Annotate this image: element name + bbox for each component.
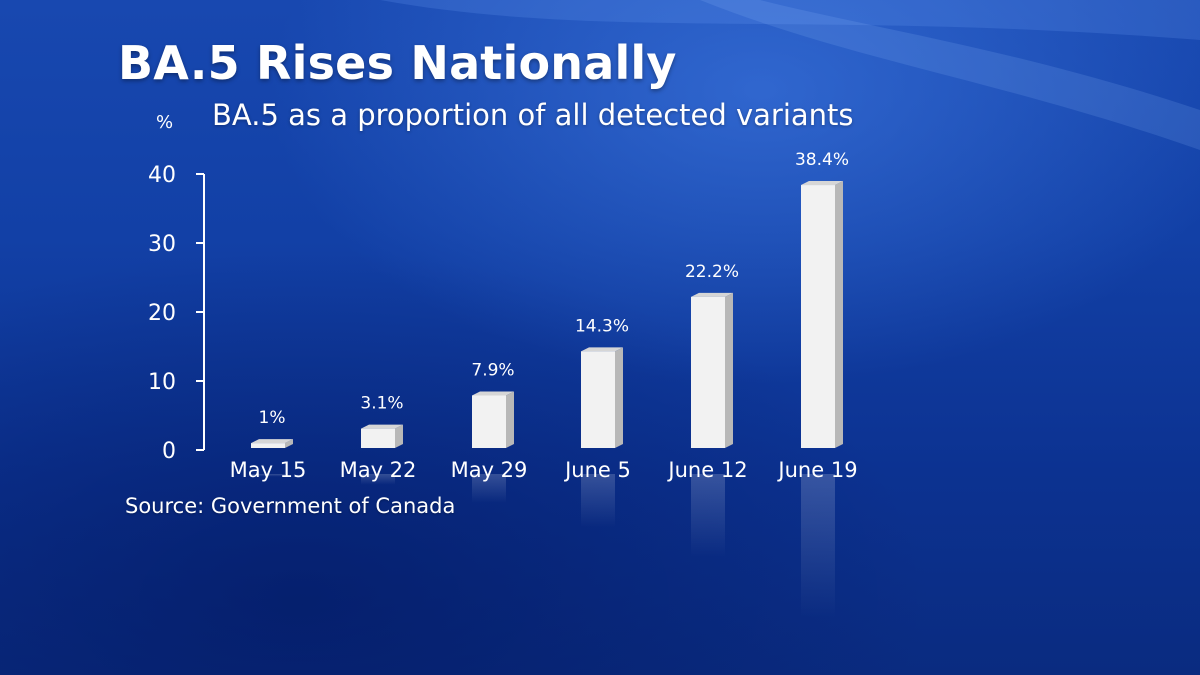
bar-reflection xyxy=(581,474,615,528)
bar-top xyxy=(472,391,514,396)
data-label: 38.4% xyxy=(795,150,849,170)
data-label: 22.2% xyxy=(685,262,739,282)
bar-reflection xyxy=(472,474,506,503)
y-tick-label: 40 xyxy=(148,163,176,188)
bar-side xyxy=(506,391,514,448)
labels: 1% May 15 3.1% May 22 7.9% May 29 14.3% June 5 2… xyxy=(230,150,858,482)
bar-side xyxy=(835,181,843,449)
bar xyxy=(801,185,835,449)
y-tick-label: 30 xyxy=(148,232,176,257)
bar-side xyxy=(395,424,403,448)
data-label: 14.3% xyxy=(575,316,629,336)
y-tick-label: 10 xyxy=(148,370,176,395)
bar-reflection xyxy=(691,474,725,558)
chart-title: BA.5 Rises Nationally xyxy=(118,36,677,90)
data-label: 7.9% xyxy=(471,360,514,380)
bar-top xyxy=(691,292,733,297)
data-label: 3.1% xyxy=(360,394,403,414)
bar xyxy=(361,428,395,448)
bar-reflection xyxy=(361,474,395,485)
bar-side xyxy=(725,292,733,448)
y-tick-label: 20 xyxy=(148,301,176,326)
x-category-label: June 5 xyxy=(563,458,631,482)
bar-reflection xyxy=(801,474,835,619)
x-category-label: May 22 xyxy=(340,458,417,482)
y-axis: 0 10 20 30 40 xyxy=(148,163,205,464)
y-tick-label: 0 xyxy=(162,439,176,464)
bar-side xyxy=(285,439,293,448)
x-category-label: June 12 xyxy=(666,458,747,482)
bar-reflections xyxy=(251,474,835,619)
bar-top xyxy=(581,347,623,352)
x-category-label: May 29 xyxy=(451,458,528,482)
bar-top xyxy=(361,424,403,429)
bar xyxy=(472,395,506,448)
bar-side xyxy=(615,347,623,448)
bar xyxy=(691,296,725,448)
y-axis-unit-label: % xyxy=(156,112,174,133)
data-label: 1% xyxy=(259,408,286,428)
source-note: Source: Government of Canada xyxy=(125,494,456,518)
bar-top xyxy=(801,181,843,186)
bar-reflection xyxy=(251,474,285,477)
x-category-label: May 15 xyxy=(230,458,307,482)
x-category-label: June 19 xyxy=(776,458,857,482)
bar xyxy=(581,351,615,448)
chart-subtitle: BA.5 as a proportion of all detected var… xyxy=(212,98,854,132)
bars xyxy=(251,181,843,449)
bar xyxy=(251,443,285,448)
bar-top xyxy=(251,439,293,444)
